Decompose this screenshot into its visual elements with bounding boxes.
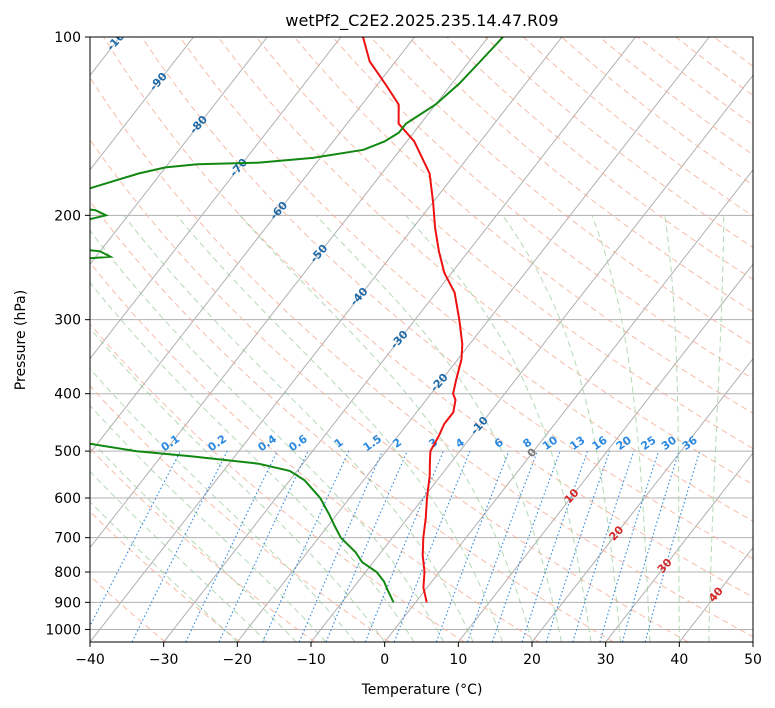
y-tick-label: 1000 [45,622,81,638]
mixing-ratio-line [393,450,471,642]
dry-adiabat [90,76,753,638]
dry-adiabat [90,575,166,642]
dry-adiabat [90,447,315,642]
dry-adiabat [141,37,753,560]
isotherm-line [90,37,268,266]
dry-adiabat [90,261,540,642]
moist-adiabat [239,214,533,642]
moist-adiabat [502,215,621,642]
dry-adiabat [408,37,753,313]
mixing-ratio-line [131,450,228,642]
chart-title: wetPf2_C2E2.2025.235.14.47.R09 [285,11,558,31]
isotherm-line [163,37,636,642]
y-tick-label: 200 [54,208,81,224]
x-tick-label: 50 [744,652,762,668]
x-tick-label: 10 [449,652,467,668]
moist-adiabat [591,215,651,642]
mixing-ratio-line [599,450,660,642]
dry-adiabat [370,37,753,346]
isotherm-line [90,37,342,360]
moist-adiabat [90,501,238,642]
dewpoint-profile [90,442,395,603]
mixing-ratio-line [644,450,701,642]
dry-adiabat [90,385,390,642]
moist-adiabat [90,404,327,642]
isotherm-line [457,263,753,642]
x-tick-label: −10 [296,652,326,668]
y-tick-label: 400 [54,387,81,403]
mixing-ratio-line [545,450,611,642]
dry-adiabat [179,37,753,522]
x-tick-label: 30 [597,652,615,668]
isotherm-line [90,37,489,549]
mixing-ratio-line [621,450,680,642]
moist-adiabat [90,470,268,642]
background-lines [90,37,753,642]
isotherm-line [90,37,563,642]
moist-adiabat [664,215,680,642]
moist-adiabat [90,281,415,642]
dry-adiabat [90,200,614,642]
moist-adiabat [90,229,445,642]
mixing-ratio-line [364,450,444,642]
isotherm-line [90,37,415,454]
moist-adiabat [176,214,503,642]
x-tick-label: 20 [523,652,541,668]
x-tick-label: 0 [380,652,389,668]
mixing-ratio-line [325,450,408,642]
isotherm-line [310,74,753,642]
dry-adiabat [90,138,689,642]
mixing-ratio-line [466,450,538,642]
mixing-ratio-line [491,450,561,642]
mixing-ratio-line [435,450,510,642]
y-tick-label: 600 [54,491,81,507]
y-tick-label: 300 [54,313,81,329]
isotherm-line [236,37,710,642]
x-axis-ticks: −40 −30 −20 −10 0 10 20 30 40 50 [75,642,762,668]
x-tick-label: −40 [75,652,105,668]
y-tick-label: 100 [54,30,81,46]
mixing-ratio-line [572,450,635,642]
y-tick-label: 700 [54,531,81,547]
dry-adiabat [332,37,753,380]
isotherm-line [90,37,194,171]
plot-frame [89,36,754,643]
moist-adiabat [90,438,297,642]
x-tick-label: −20 [223,652,253,668]
isotherm-line [531,357,753,642]
y-tick-label: 800 [54,565,81,581]
moist-adiabat [708,215,725,642]
moist-adiabat [90,367,356,642]
isotherm-line [384,168,753,642]
y-axis-ticks: 100 200 300 400 500 600 700 800 900 1000 [45,30,90,638]
mixing-ratio-line [521,450,589,642]
y-axis-label: Pressure (hPa) [13,290,29,390]
dry-adiabat [293,37,753,414]
mixing-ratio-line [262,450,350,642]
temperature-profile [362,37,464,603]
dry-adiabat [103,37,753,598]
x-axis-label: Temperature (°C) [361,682,483,698]
dry-adiabat [90,323,465,642]
x-tick-label: 40 [670,652,688,668]
y-tick-label: 900 [54,595,81,611]
moist-adiabat [123,214,474,642]
y-tick-label: 500 [54,444,81,460]
mixing-ratio-line [298,450,384,642]
x-tick-label: −30 [149,652,179,668]
isotherm-line [605,452,753,642]
